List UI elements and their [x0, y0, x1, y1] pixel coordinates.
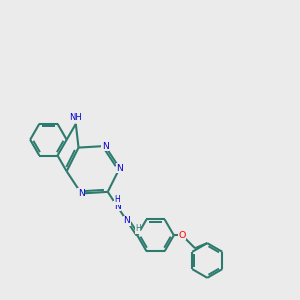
Text: H: H: [114, 195, 120, 204]
Text: O: O: [178, 231, 186, 240]
Text: N: N: [124, 216, 130, 225]
Text: N: N: [116, 164, 123, 173]
Text: N: N: [114, 202, 121, 211]
Text: H: H: [135, 224, 141, 233]
Text: N: N: [78, 189, 85, 198]
Text: N: N: [102, 142, 108, 151]
Text: NH: NH: [69, 113, 82, 122]
